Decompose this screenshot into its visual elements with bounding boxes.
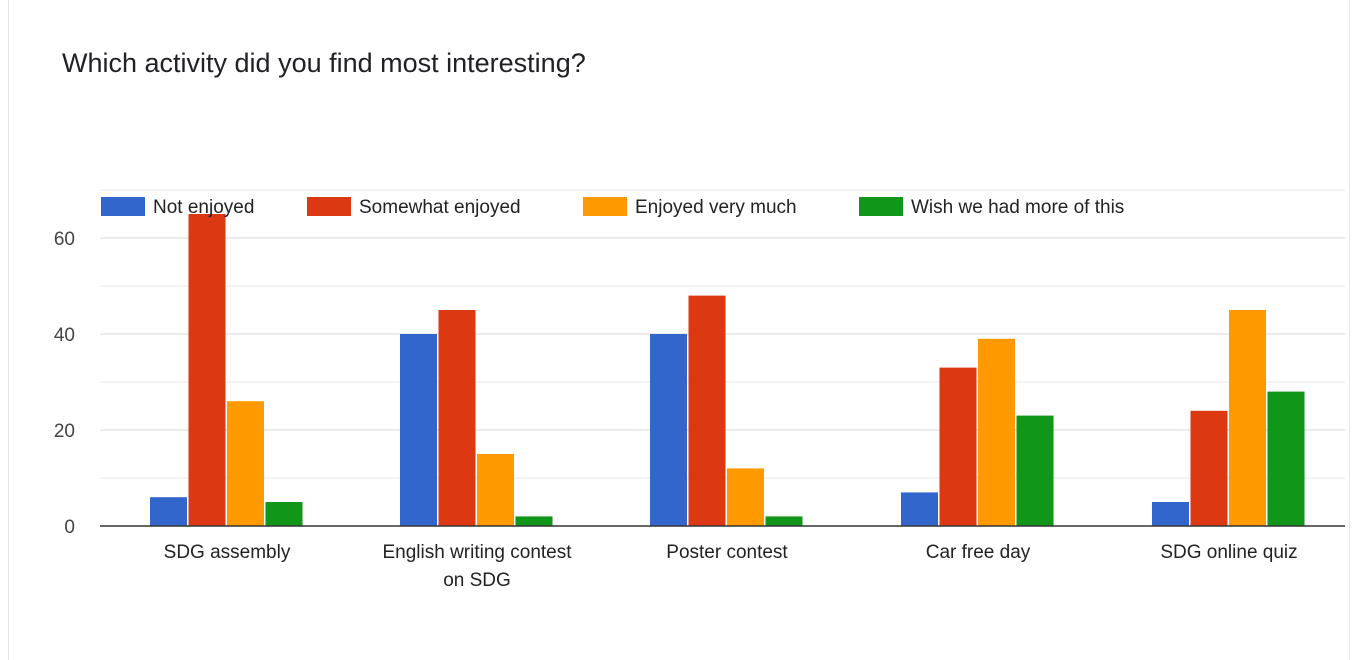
legend-label: Somewhat enjoyed xyxy=(359,197,521,218)
y-axis-ticks: 0 20 40 60 xyxy=(54,229,75,538)
y-tick-label: 20 xyxy=(54,421,75,442)
legend: Not enjoyed Somewhat enjoyed Enjoyed very … xyxy=(101,197,1124,218)
bar xyxy=(978,338,1015,526)
bar xyxy=(515,516,553,526)
x-axis-labels: SDG assembly English writing contest on SD… xyxy=(164,542,1298,591)
y-tick-label: 0 xyxy=(64,517,75,538)
bar xyxy=(400,334,437,526)
question-title: Which activity did you find most interes… xyxy=(62,48,586,78)
bar xyxy=(1229,310,1266,526)
form-response-card: Which activity did you find most interes… xyxy=(8,0,1350,660)
bar xyxy=(188,214,226,526)
x-category-label: Poster contest xyxy=(666,542,788,563)
x-category-label: English writing contest xyxy=(382,542,572,563)
legend-label: Wish we had more of this xyxy=(911,197,1124,218)
bar xyxy=(1152,502,1189,526)
bar xyxy=(477,454,514,526)
bar xyxy=(265,502,303,526)
bar xyxy=(1016,415,1054,526)
legend-label: Enjoyed very much xyxy=(635,197,797,218)
bar xyxy=(901,492,938,526)
legend-swatch xyxy=(859,197,903,216)
bars xyxy=(150,214,1305,526)
bar xyxy=(765,516,803,526)
legend-label: Not enjoyed xyxy=(153,197,254,218)
bar xyxy=(688,295,726,526)
bar xyxy=(1267,391,1305,526)
bar xyxy=(939,367,977,526)
x-category-label: on SDG xyxy=(443,570,511,591)
y-tick-label: 60 xyxy=(54,229,75,250)
bar xyxy=(1190,410,1228,526)
bar xyxy=(227,401,264,526)
bar xyxy=(150,497,187,526)
x-category-label: SDG assembly xyxy=(164,542,291,563)
legend-swatch xyxy=(583,197,627,216)
legend-swatch xyxy=(307,197,351,216)
legend-swatch xyxy=(101,197,145,216)
x-category-label: SDG online quiz xyxy=(1160,542,1297,563)
x-category-label: Car free day xyxy=(926,542,1031,563)
bar xyxy=(438,310,476,526)
bar xyxy=(727,468,764,526)
y-tick-label: 40 xyxy=(54,325,75,346)
bar xyxy=(650,334,687,526)
